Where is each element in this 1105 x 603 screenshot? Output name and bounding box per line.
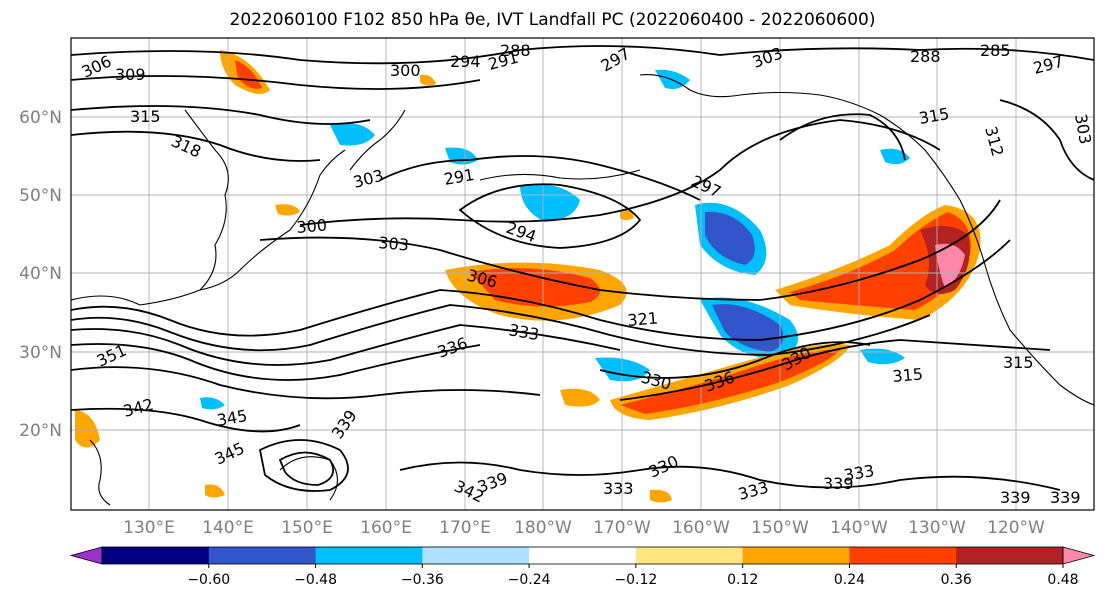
colorbar-segment [102,547,210,564]
positive-patch [420,74,436,86]
contour-label: 315 [1003,353,1034,372]
negative-patch [200,397,225,410]
positive-patch [275,204,300,216]
colorbar-tick-label: 0.24 [834,572,865,588]
lon-tick-label: 130°W [908,518,966,538]
contour-label: 339 [1050,488,1081,507]
positive-patch [235,60,262,89]
colorbar-tick-label: 0.36 [941,572,972,588]
lon-tick-label: 140°E [202,518,254,538]
positive-patch [620,209,634,220]
lon-tick-label: 160°W [672,518,730,538]
contour-label: 288 [500,41,531,60]
colorbar-segment [315,547,423,564]
lon-tick-label: 160°E [360,518,412,538]
contour-label: 303 [378,233,410,255]
colorbar-extend-right [1062,546,1096,565]
contour-label: 303 [1071,112,1095,145]
longitude-labels: 130°E 140°E 150°E 160°E 170°E 180°W 170°… [123,518,1045,538]
colorbar-segment [529,547,637,564]
lon-tick-label: 150°W [751,518,809,538]
colorbar-segment [635,547,744,564]
theta-e-contours [71,45,1094,492]
negative-patch [330,122,375,146]
contour-label: 321 [627,308,659,330]
colorbar-tick-label: −0.60 [187,572,230,588]
colorbar-segment [742,547,850,564]
lon-tick-label: 170°W [593,518,651,538]
contour-label: 285 [980,41,1011,60]
lon-tick-label: 150°E [281,518,333,538]
contour-label: 339 [823,474,854,493]
colorbar-tick-label: 0.48 [1047,572,1078,588]
lat-tick-label: 20°N [19,421,62,441]
lon-tick-label: 120°W [987,518,1045,538]
positive-patch [620,349,840,414]
positive-patch [75,410,100,448]
colorbar-segment [422,547,530,564]
lon-tick-label: 170°E [439,518,491,538]
colorbar-segment [849,547,957,564]
map-frame [70,37,1095,511]
positive-patch [205,484,225,498]
negative-patch [520,184,580,222]
lon-tick-label: 180°W [514,518,572,538]
negative-patch [595,357,650,382]
lat-tick-label: 40°N [19,264,62,284]
contour-label: 315 [892,364,924,386]
contour-label: 309 [115,65,146,84]
contour-label: 315 [130,107,161,126]
contour-label: 288 [910,47,941,66]
colorbar-outline [101,546,1064,565]
latitude-labels: 60°N 50°N 40°N 30°N 20°N [19,108,62,441]
contour-label: 294 [450,52,481,71]
negative-patch [705,211,755,265]
colorbar-tick-label: −0.36 [401,572,444,588]
positive-patch [560,388,600,407]
lon-tick-label: 140°W [830,518,888,538]
colorbar-tick-label: −0.48 [294,572,337,588]
contour-label: 300 [296,215,328,237]
contour-label: 339 [1000,488,1031,507]
colorbar-extend-left [69,546,103,565]
negative-patch [860,348,905,365]
contour-label: 300 [390,61,421,80]
contour-label: 333 [603,479,634,498]
positive-patch [650,489,672,503]
lat-tick-label: 60°N [19,108,62,128]
colorbar-segment [956,547,1064,564]
lat-tick-label: 50°N [19,186,62,206]
lat-tick-label: 30°N [19,343,62,363]
lon-tick-label: 130°E [123,518,175,538]
colorbar-tick-label: −0.12 [614,572,657,588]
positive-patch [935,243,965,288]
colorbar-segment [208,547,317,564]
coastlines [71,74,1094,506]
graticule [71,38,1094,510]
map-title: 2022060100 F102 850 hPa θe, IVT Landfall… [229,10,876,30]
colorbar-tick-label: −0.24 [508,572,551,588]
colorbar-tick-label: 0.12 [727,572,758,588]
colorbar: −0.60 −0.48 −0.36 −0.24 −0.12 0.12 0.24 0.36 0.4… [69,546,1096,588]
